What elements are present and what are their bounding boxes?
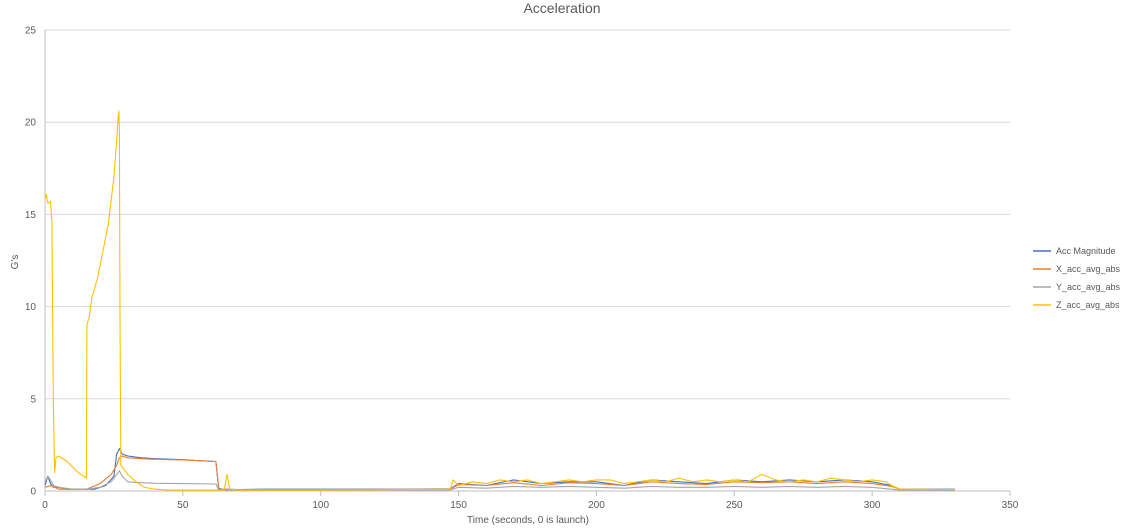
x-tick-label: 50 (177, 500, 189, 511)
x-tick-label: 250 (726, 500, 743, 511)
x-tick-label: 100 (312, 500, 329, 511)
x-tick-label: 300 (864, 500, 881, 511)
x-tick-label: 200 (588, 500, 605, 511)
series-lines (44, 110, 955, 491)
y-axis-title: G's (10, 255, 21, 270)
series-line-x-acc-avg-abs (44, 455, 955, 491)
legend: Acc Magnitude X_acc_avg_abs Y_acc_avg_abs Z… (1033, 246, 1121, 310)
legend-label: X_acc_avg_abs (1056, 264, 1121, 274)
y-tick-label: 10 (25, 302, 37, 313)
y-tick-label: 15 (25, 210, 37, 221)
chart-title: Acceleration (523, 0, 600, 16)
x-tick-label: 0 (42, 500, 48, 511)
legend-label: Acc Magnitude (1056, 246, 1116, 256)
y-tick-label: 20 (25, 118, 37, 129)
x-tick-label: 150 (450, 500, 467, 511)
y-tick-label: 5 (30, 394, 36, 405)
x-axis-title: Time (seconds, 0 is launch) (467, 515, 589, 526)
x-tick-label: 350 (1002, 500, 1019, 511)
gridlines (45, 29, 1010, 400)
series-line-z-acc-avg-abs (44, 110, 955, 491)
legend-label: Z_acc_avg_abs (1056, 300, 1120, 310)
legend-label: Y_acc_avg_abs (1056, 282, 1121, 292)
y-tick-label: 25 (25, 26, 37, 37)
y-tick-label: 0 (30, 487, 36, 498)
